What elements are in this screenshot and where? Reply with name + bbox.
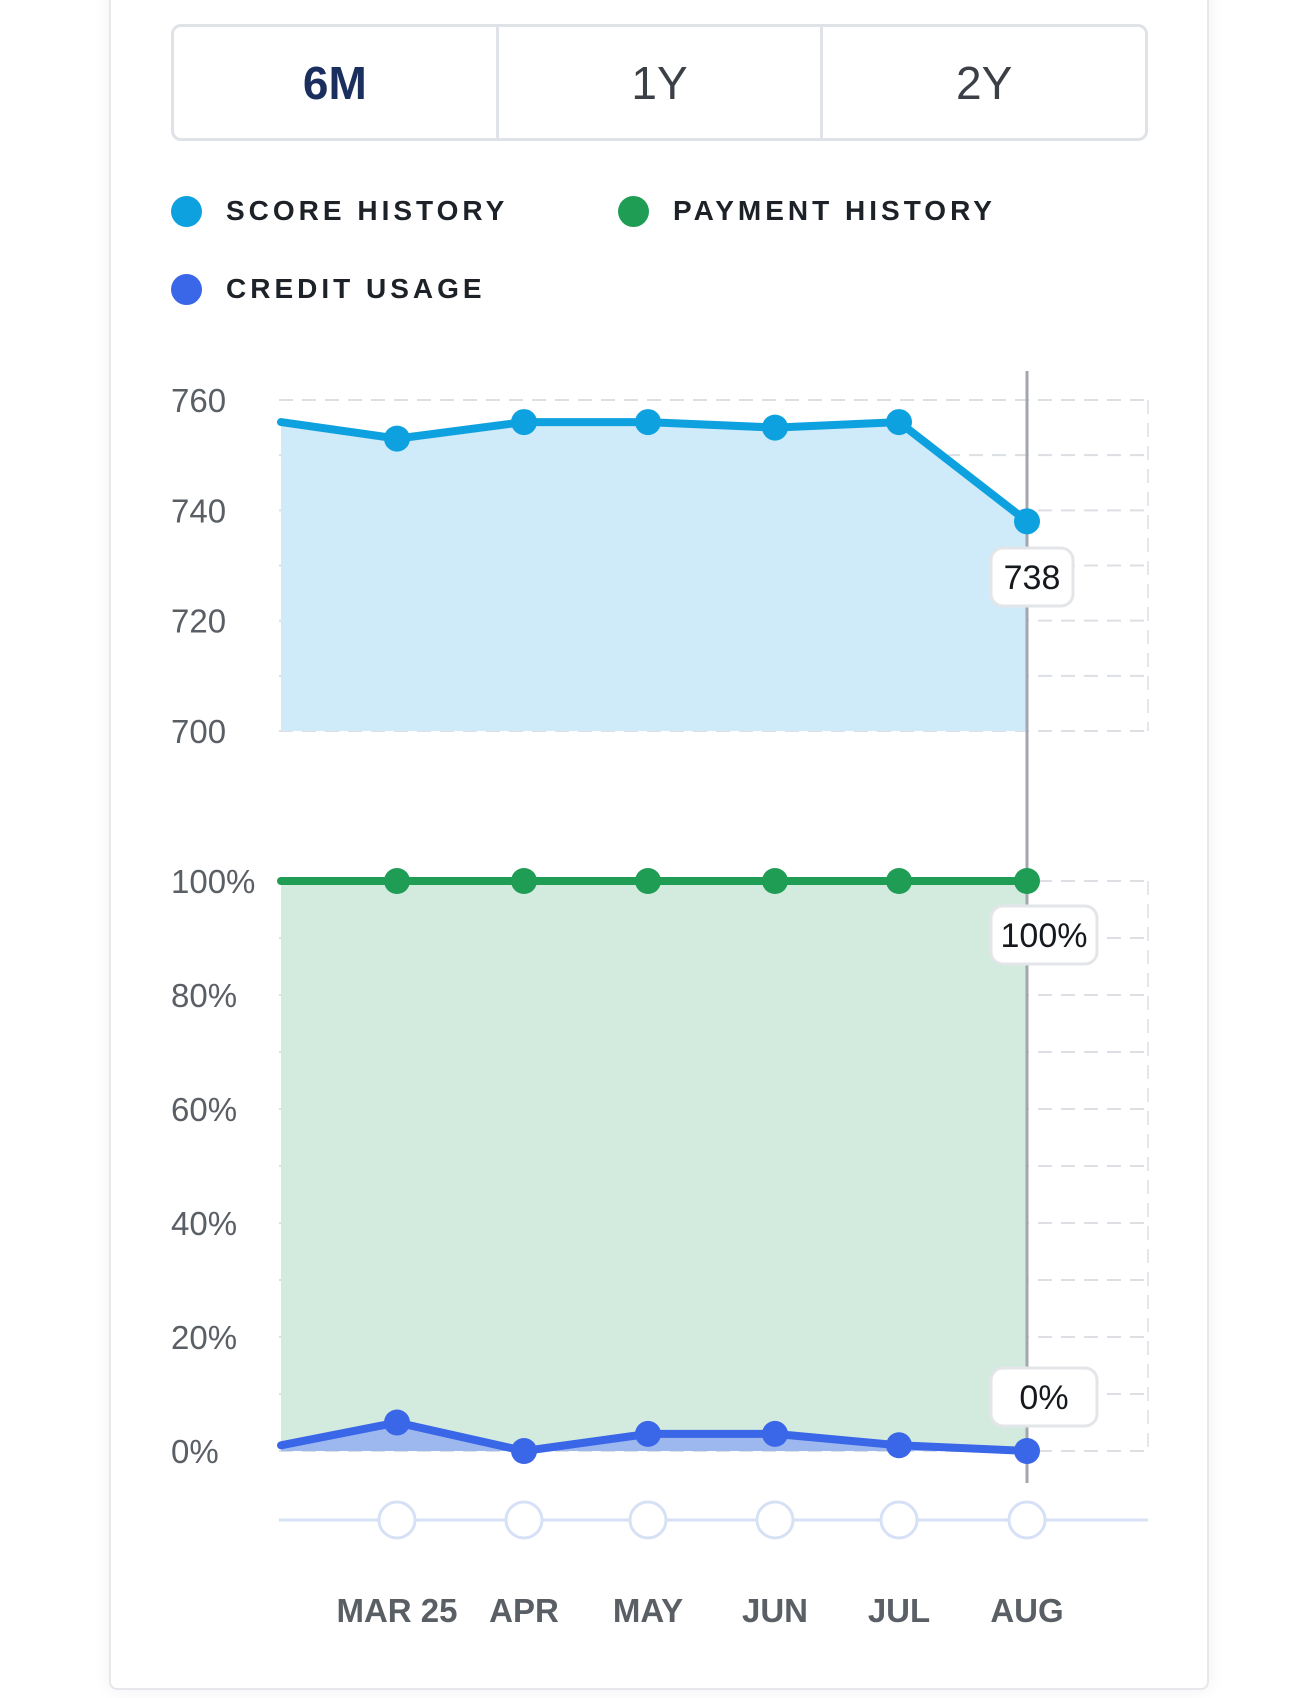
legend-label: CREDIT USAGE (226, 273, 486, 304)
legend-dot-icon (618, 195, 649, 227)
credit-usage-point (1014, 1438, 1040, 1464)
payment-history-point (762, 868, 788, 894)
legend-dot-icon (171, 195, 202, 227)
x-tick-label: JUN (742, 1592, 808, 1629)
credit-usage-point (511, 1438, 537, 1464)
y-tick-label: 0% (171, 1433, 219, 1470)
legend-dot-icon (171, 273, 202, 305)
credit-usage-point (762, 1420, 788, 1447)
payment-history-point (635, 868, 661, 894)
y-tick-label: 40% (171, 1205, 237, 1242)
range-selector: 6M 1Y 2Y (171, 24, 1148, 141)
x-tick-label: JUL (868, 1592, 930, 1629)
timeline-marker (377, 1500, 417, 1540)
payment-history-point (1014, 868, 1040, 894)
score-history-point (384, 425, 410, 452)
score-history-point (886, 409, 912, 436)
legend-label: SCORE HISTORY (226, 195, 509, 226)
y-tick-label: 760 (171, 382, 226, 419)
y-tick-label: 60% (171, 1091, 237, 1128)
y-tick-label: 740 (171, 492, 226, 529)
score-history-point (635, 409, 661, 436)
credit-usage-point (886, 1432, 912, 1459)
range-2y-button[interactable]: 2Y (820, 27, 1145, 138)
x-tick-label: MAR 25 (336, 1592, 457, 1629)
score-history-point (762, 414, 788, 441)
payment-history-point (384, 868, 410, 894)
y-tick-label: 80% (171, 977, 237, 1014)
payment-tooltip-box (989, 904, 1099, 966)
x-tick-label: APR (489, 1592, 559, 1629)
score-history-point (511, 409, 537, 436)
y-tick-label: 700 (171, 713, 226, 750)
timeline-marker (504, 1500, 544, 1540)
legend-label: PAYMENT HISTORY (673, 195, 996, 226)
legend-payment-history[interactable]: PAYMENT HISTORY (618, 195, 996, 227)
legend-credit-usage[interactable]: CREDIT USAGE (171, 273, 486, 305)
score-tooltip: 738 (1004, 559, 1061, 597)
score-history-area (281, 422, 1027, 731)
credit-usage-point (635, 1420, 661, 1447)
usage-tooltip-box (989, 1366, 1099, 1428)
x-tick-label: MAY (613, 1592, 683, 1629)
score-tooltip-box (989, 546, 1075, 608)
timeline-marker (879, 1500, 919, 1540)
range-6m-button[interactable]: 6M (302, 56, 367, 109)
payment-history-point (886, 868, 912, 894)
y-tick-label: 100% (171, 863, 255, 900)
usage-tooltip: 0% (1019, 1379, 1068, 1417)
timeline-marker (755, 1500, 795, 1540)
timeline-marker (1007, 1500, 1047, 1540)
x-tick-label: AUG (990, 1592, 1063, 1629)
y-tick-label: 720 (171, 603, 226, 640)
timeline-marker (628, 1500, 668, 1540)
score-history-point (1014, 508, 1040, 535)
range-1y-button[interactable]: 1Y (495, 27, 821, 138)
credit-usage-point (384, 1409, 410, 1436)
payment-history-area (281, 881, 1027, 1451)
payment-history-point (511, 868, 537, 894)
y-tick-label: 20% (171, 1319, 237, 1356)
payment-tooltip: 100% (1001, 917, 1088, 955)
legend-score-history[interactable]: SCORE HISTORY (171, 195, 508, 227)
